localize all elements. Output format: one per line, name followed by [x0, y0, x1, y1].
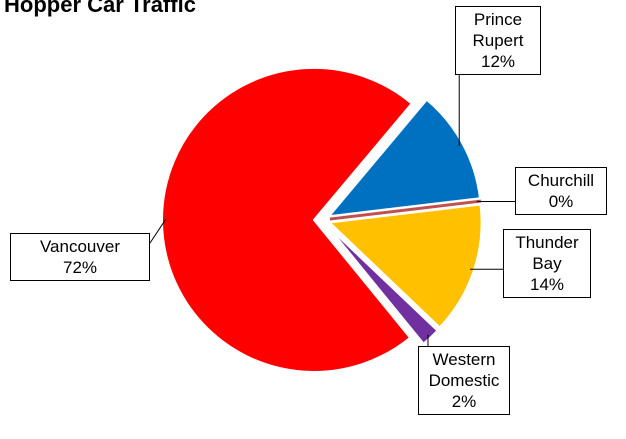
label-value: 72% [62, 258, 98, 277]
pie-slice [327, 203, 483, 329]
label-value: 2% [451, 392, 477, 411]
pie-slice [326, 225, 439, 346]
label-value: 0% [548, 192, 574, 211]
data-label: Western Domestic 2% [418, 346, 510, 415]
leader-line [149, 218, 167, 244]
chart-title: Hopper Car Traffic [4, 0, 196, 17]
pie-slice [326, 98, 482, 218]
label-name: Prince Rupert [472, 10, 524, 50]
label-value: 12% [480, 52, 516, 71]
label-value: 14% [529, 275, 565, 294]
label-name: Western Domestic [428, 350, 500, 390]
data-label: Churchill 0% [515, 167, 607, 215]
data-label: Vancouver 72% [10, 233, 150, 281]
label-name: Churchill [527, 171, 595, 190]
pie-slice [329, 199, 482, 221]
label-name: Vancouver [39, 237, 120, 256]
label-name: Thunder Bay [515, 233, 579, 273]
data-label: Prince Rupert 12% [455, 6, 541, 75]
data-label: Thunder Bay 14% [503, 229, 591, 298]
pie-slice [161, 66, 414, 373]
